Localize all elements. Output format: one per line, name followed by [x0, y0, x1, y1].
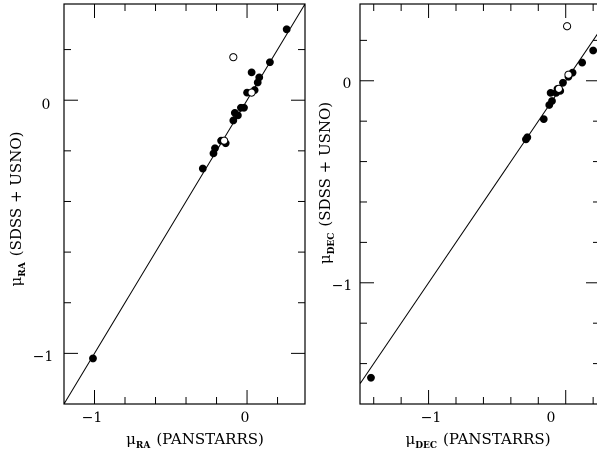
one-to-one-line — [63, 3, 306, 405]
plot-frame — [63, 3, 306, 405]
data-point-filled — [247, 68, 256, 77]
y-tick-label-minus-1: −1 — [332, 278, 353, 294]
data-points — [63, 3, 306, 405]
y-tick-label-0: 0 — [42, 97, 51, 113]
data-point-filled — [282, 25, 291, 34]
data-point-filled — [198, 164, 207, 173]
x-tick-label-minus-1: −1 — [421, 410, 442, 426]
x-tick-label-minus-1: −1 — [82, 410, 103, 426]
x-axis-label: μDEC (PANSTARRS) — [405, 430, 550, 451]
data-point-open — [247, 88, 256, 97]
data-point-filled — [548, 97, 556, 105]
data-point-open — [220, 136, 229, 145]
x-axis-label: μRA (PANSTARRS) — [126, 430, 264, 451]
plot-frame — [359, 3, 597, 405]
panel-ra: 0 −1 −1 0 μRA (PANSTARRS) μRA(SDSS + USNO… — [7, 3, 306, 451]
data-point-filled — [367, 373, 375, 382]
data-point-filled — [255, 73, 264, 82]
data-point-open — [554, 84, 563, 93]
data-point-filled — [539, 115, 548, 124]
data-point-filled — [229, 116, 238, 125]
data-point-filled — [266, 58, 274, 67]
data-point-filled — [211, 144, 219, 153]
data-point-open — [564, 70, 573, 79]
data-point-open — [229, 53, 238, 62]
data-point-filled — [546, 88, 555, 97]
y-tick-label-minus-1: −1 — [33, 349, 54, 365]
data-point-filled — [559, 78, 567, 87]
data-point-filled — [240, 103, 248, 112]
x-tick-label-0: 0 — [547, 410, 556, 426]
data-point-filled — [523, 133, 532, 142]
data-point-filled — [578, 58, 587, 67]
data-point-filled — [230, 108, 239, 117]
x-tick-label-0: 0 — [241, 410, 250, 426]
tick-marks — [360, 4, 597, 405]
data-point-filled — [89, 354, 97, 363]
data-points — [359, 22, 597, 385]
y-axis-label: μRA(SDSS + USNO) — [7, 132, 28, 287]
panel-dec: 0 −1 −1 0 μDEC (PANSTARRS) μDEC(SDSS + US… — [316, 3, 597, 451]
y-tick-label-0: 0 — [343, 76, 352, 92]
y-axis-label: μDEC(SDSS + USNO) — [316, 102, 337, 264]
data-point-open — [562, 22, 572, 31]
data-point-filled — [589, 46, 597, 55]
